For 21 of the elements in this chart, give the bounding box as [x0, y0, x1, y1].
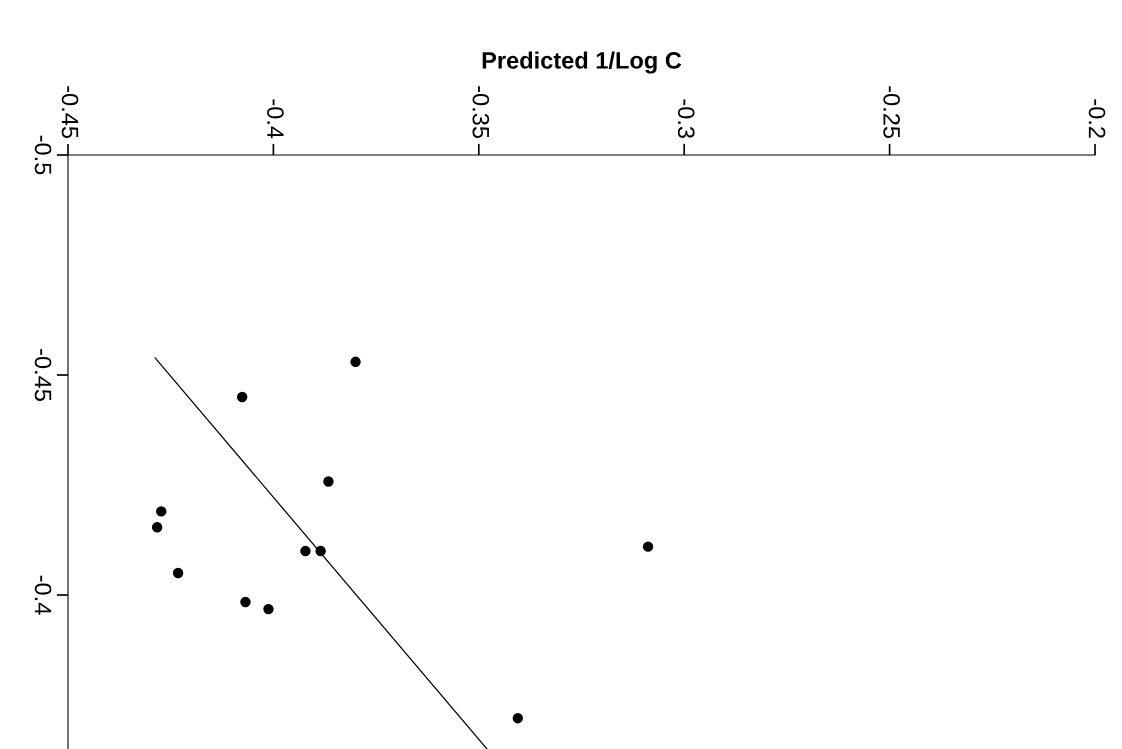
point: [300, 545, 311, 557]
x-tick-label: -0.35: [472, 86, 490, 139]
point: [263, 603, 274, 615]
point: [315, 545, 326, 557]
y-tick-label: -0.45: [34, 349, 52, 401]
x-tick-label: -0.4: [267, 99, 284, 139]
x-axis-title: Predicted 1/Log C: [482, 51, 682, 74]
point: [156, 506, 167, 517]
point: [240, 596, 251, 608]
x-tick-label: -0.25: [883, 86, 900, 139]
point: [512, 713, 524, 724]
point: [236, 391, 248, 403]
point: [350, 356, 361, 367]
point: [323, 476, 334, 487]
x-tick-label: -0.2: [1088, 99, 1106, 138]
point: [172, 567, 184, 579]
y-tick-label: -0.4: [34, 575, 52, 615]
point: [642, 541, 654, 552]
x-tick-label: -0.3: [677, 99, 695, 138]
point: [151, 522, 163, 533]
y-tick-label: -0.5: [34, 135, 52, 175]
